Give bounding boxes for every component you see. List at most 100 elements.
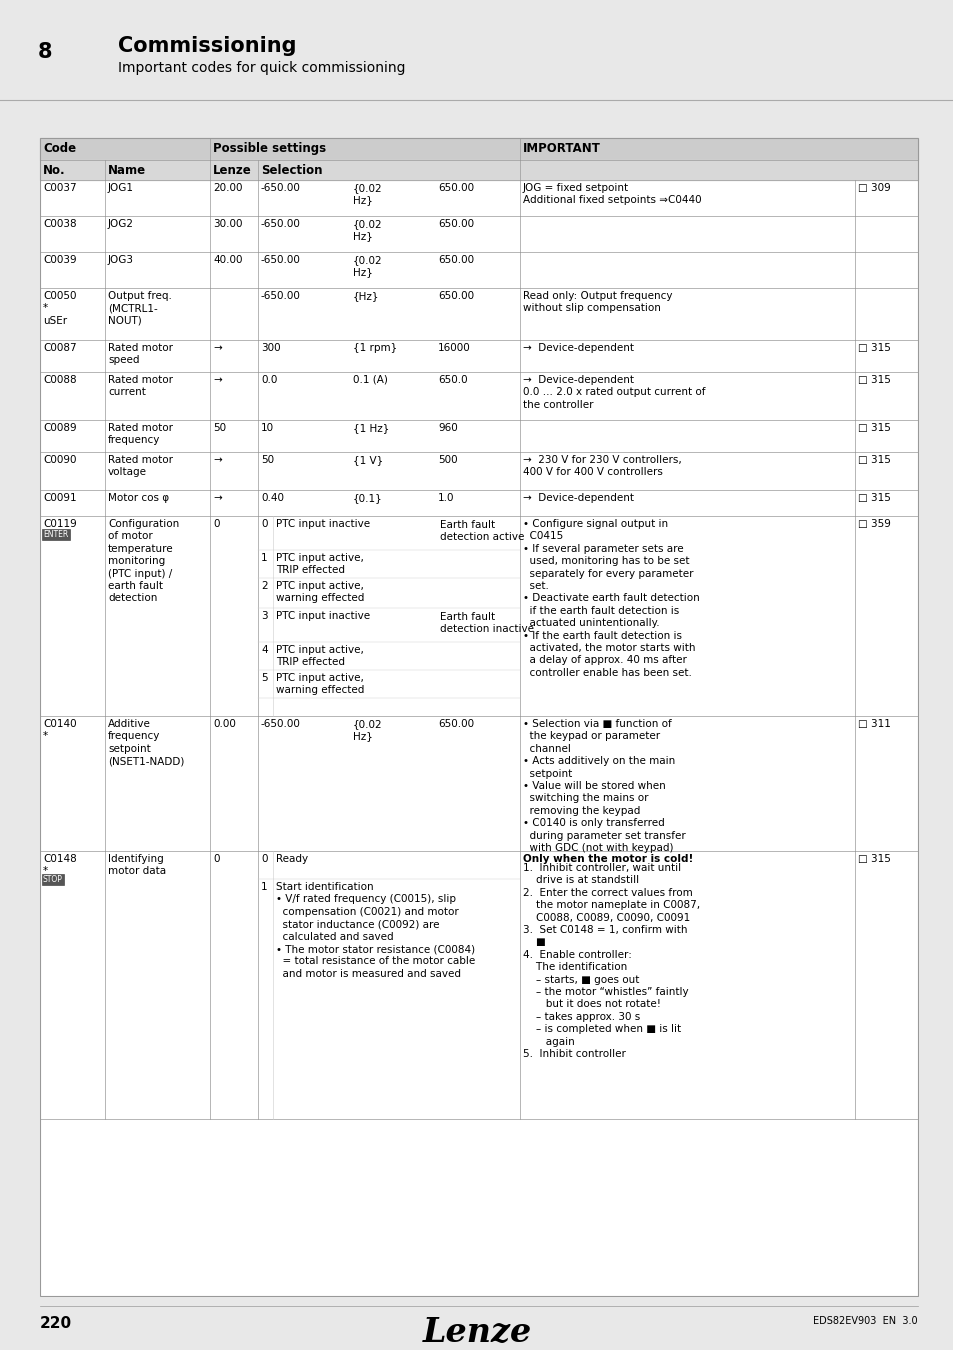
Text: C0119: C0119	[43, 518, 76, 529]
Text: Configuration
of motor
temperature
monitoring
(PTC input) /
earth fault
detectio: Configuration of motor temperature monit…	[108, 518, 179, 603]
Text: Commissioning: Commissioning	[118, 36, 296, 55]
Text: {1 rpm}: {1 rpm}	[353, 343, 396, 352]
Text: →: →	[213, 375, 221, 385]
Text: 2: 2	[261, 580, 268, 591]
Text: Earth fault
detection active: Earth fault detection active	[439, 520, 524, 543]
Text: {0.02
Hz}: {0.02 Hz}	[353, 720, 382, 741]
Text: 50: 50	[213, 423, 226, 433]
Text: 960: 960	[437, 423, 457, 433]
Text: 3: 3	[261, 612, 268, 621]
Text: JOG1: JOG1	[108, 184, 133, 193]
Text: →: →	[213, 343, 221, 352]
Text: JOG2: JOG2	[108, 219, 133, 230]
Text: Read only: Output frequency
without slip compensation: Read only: Output frequency without slip…	[522, 292, 672, 313]
Text: Rated motor
frequency: Rated motor frequency	[108, 423, 172, 446]
Text: -650.00: -650.00	[261, 219, 300, 230]
Text: 650.0: 650.0	[437, 375, 467, 385]
Text: □ 315: □ 315	[857, 455, 890, 464]
Text: Rated motor
speed: Rated motor speed	[108, 343, 172, 366]
Text: • Configure signal output in
  C0415
• If several parameter sets are
  used, mon: • Configure signal output in C0415 • If …	[522, 518, 699, 678]
Text: PTC input active,
TRIP effected: PTC input active, TRIP effected	[275, 554, 363, 575]
Bar	[40, 138, 917, 1296]
Text: 0: 0	[261, 518, 267, 529]
Text: 30.00: 30.00	[213, 219, 242, 230]
Text: □ 309: □ 309	[857, 184, 890, 193]
Text: 650.00: 650.00	[437, 292, 474, 301]
Text: PTC input inactive: PTC input inactive	[275, 518, 370, 529]
Text: {0.02
Hz}: {0.02 Hz}	[353, 219, 382, 242]
Text: 650.00: 650.00	[437, 184, 474, 193]
Text: PTC input inactive: PTC input inactive	[275, 612, 370, 621]
Text: -650.00: -650.00	[261, 292, 300, 301]
Text: C0050
*
uSEr: C0050 * uSEr	[43, 292, 76, 325]
Text: {1 Hz}: {1 Hz}	[353, 423, 389, 433]
Text: →  Device-dependent
0.0 … 2.0 x rated output current of
the controller: → Device-dependent 0.0 … 2.0 x rated out…	[522, 375, 705, 410]
Text: 50: 50	[261, 455, 274, 464]
Text: □ 315: □ 315	[857, 423, 890, 433]
Text: 0.00: 0.00	[213, 720, 235, 729]
Text: 300: 300	[261, 343, 280, 352]
Text: 0.40: 0.40	[261, 493, 284, 504]
Bar	[40, 138, 917, 161]
Text: 1.0: 1.0	[437, 493, 454, 504]
Text: PTC input active,
warning effected: PTC input active, warning effected	[275, 580, 364, 603]
Text: C0088: C0088	[43, 375, 76, 385]
Text: 16000: 16000	[437, 343, 470, 352]
Text: No.: No.	[43, 163, 66, 177]
Text: 0: 0	[213, 518, 219, 529]
Bar	[40, 138, 917, 1296]
Text: 0.1 (A): 0.1 (A)	[353, 375, 388, 385]
Text: PTC input active,
warning effected: PTC input active, warning effected	[275, 674, 364, 695]
Text: C0038: C0038	[43, 219, 76, 230]
Text: →: →	[213, 455, 221, 464]
Text: 0.0: 0.0	[261, 375, 277, 385]
Text: Output freq.
(MCTRL1-
NOUT): Output freq. (MCTRL1- NOUT)	[108, 292, 172, 325]
Text: EDS82EV903  EN  3.0: EDS82EV903 EN 3.0	[813, 1316, 917, 1326]
Text: Start identification
• V/f rated frequency (C0015), slip
  compensation (C0021) : Start identification • V/f rated frequen…	[275, 882, 475, 979]
Text: 0: 0	[261, 855, 267, 864]
Text: Important codes for quick commissioning: Important codes for quick commissioning	[118, 61, 405, 76]
Text: 1: 1	[261, 554, 268, 563]
Text: Additive
frequency
setpoint
(NSET1-NADD): Additive frequency setpoint (NSET1-NADD)	[108, 720, 184, 767]
Text: □ 315: □ 315	[857, 375, 890, 385]
Text: -650.00: -650.00	[261, 720, 300, 729]
Text: {0.02
Hz}: {0.02 Hz}	[353, 255, 382, 277]
Text: -650.00: -650.00	[261, 184, 300, 193]
Text: Code: Code	[43, 142, 76, 155]
Text: Possible settings: Possible settings	[213, 142, 326, 155]
Text: Identifying
motor data: Identifying motor data	[108, 855, 166, 876]
Text: 650.00: 650.00	[437, 255, 474, 265]
Text: 500: 500	[437, 455, 457, 464]
Text: →  Device-dependent: → Device-dependent	[522, 343, 634, 352]
Text: C0087: C0087	[43, 343, 76, 352]
Text: C0091: C0091	[43, 493, 76, 504]
Text: 220: 220	[40, 1316, 72, 1331]
Text: →  Device-dependent: → Device-dependent	[522, 493, 634, 504]
Text: Name: Name	[108, 163, 146, 177]
Text: {0.1}: {0.1}	[353, 493, 382, 504]
Text: C0089: C0089	[43, 423, 76, 433]
Text: JOG = fixed setpoint
Additional fixed setpoints ⇒C0440: JOG = fixed setpoint Additional fixed se…	[522, 184, 700, 205]
Bar	[40, 161, 917, 180]
Text: Motor cos φ: Motor cos φ	[108, 493, 169, 504]
Text: 10: 10	[261, 423, 274, 433]
Text: Ready: Ready	[275, 855, 308, 864]
Text: {Hz}: {Hz}	[353, 292, 379, 301]
Text: 5: 5	[261, 674, 268, 683]
Text: →  230 V for 230 V controllers,
400 V for 400 V controllers: → 230 V for 230 V controllers, 400 V for…	[522, 455, 681, 478]
Text: 20.00: 20.00	[213, 184, 242, 193]
Text: 40.00: 40.00	[213, 255, 242, 265]
Text: 1.  Inhibit controller, wait until
    drive is at standstill
2.  Enter the corr: 1. Inhibit controller, wait until drive …	[522, 863, 700, 1058]
Text: Lenze: Lenze	[213, 163, 252, 177]
Text: □ 315: □ 315	[857, 343, 890, 352]
Text: {0.02
Hz}: {0.02 Hz}	[353, 184, 382, 205]
Text: JOG3: JOG3	[108, 255, 133, 265]
Text: Rated motor
current: Rated motor current	[108, 375, 172, 397]
Text: C0148
*: C0148 *	[43, 855, 76, 876]
Text: Selection: Selection	[261, 163, 322, 177]
Text: 650.00: 650.00	[437, 720, 474, 729]
Text: Earth fault
detection inactive: Earth fault detection inactive	[439, 612, 534, 634]
Bar	[0, 0, 953, 100]
Text: ENTER: ENTER	[43, 531, 69, 539]
Text: STOP: STOP	[43, 875, 63, 884]
